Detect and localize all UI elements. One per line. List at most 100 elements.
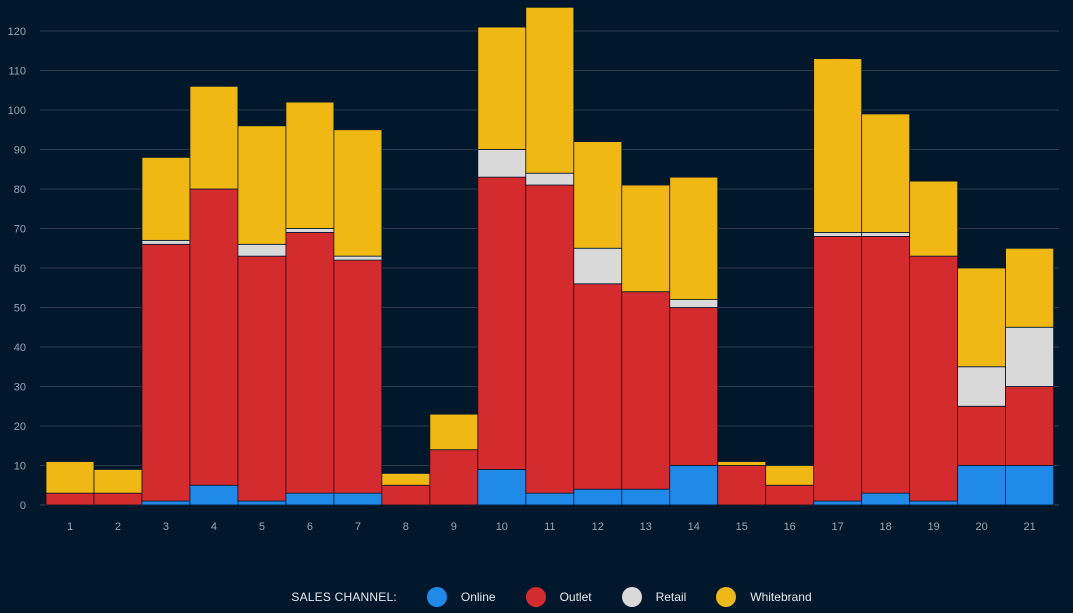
bar-segment-outlet-15[interactable] [717,465,767,506]
bar-segment-retail-10[interactable] [477,149,527,178]
bar-segment-online-14[interactable] [669,465,719,506]
legend: SALES CHANNEL: Online Outlet Retail Whit… [0,584,1073,610]
legend-swatch-outlet [525,587,546,607]
bar-segment-online-19[interactable] [909,500,959,506]
bar-segment-whitebrand-18[interactable] [861,113,911,233]
bar-segment-outlet-7[interactable] [333,259,383,494]
bar-segment-online-18[interactable] [861,492,911,506]
bar-segment-outlet-12[interactable] [573,283,623,490]
bar-segment-outlet-21[interactable] [1005,386,1054,466]
bar-segment-whitebrand-7[interactable] [333,129,383,257]
x-tick-label: 16 [784,521,796,533]
bar-segment-retail-3[interactable] [141,239,191,245]
bar-segment-online-7[interactable] [333,492,383,506]
bar-segment-retail-5[interactable] [237,243,287,257]
legend-item-retail[interactable]: Retail [621,587,686,607]
legend-item-online[interactable]: Online [426,587,496,607]
bar-segment-outlet-18[interactable] [861,235,911,494]
x-tick-label: 12 [592,521,604,533]
bar-segment-whitebrand-16[interactable] [765,465,815,486]
bar-segment-whitebrand-11[interactable] [525,6,575,174]
bar-segment-whitebrand-10[interactable] [477,26,527,150]
y-tick-label: 50 [14,303,26,315]
bar-segment-whitebrand-13[interactable] [621,184,671,293]
bar-segment-online-5[interactable] [237,500,287,506]
x-tick-label: 14 [688,521,700,533]
x-tick-label: 2 [115,521,121,533]
bar-segment-outlet-11[interactable] [525,184,575,494]
bar-segment-outlet-17[interactable] [813,235,863,502]
legend-swatch-online [426,587,447,607]
bar-segment-whitebrand-9[interactable] [429,413,479,451]
bar-segment-online-21[interactable] [1005,465,1054,506]
bar-segment-retail-6[interactable] [285,228,335,233]
bar-segment-online-4[interactable] [189,484,239,506]
x-tick-label: 11 [544,521,555,533]
bar-segment-outlet-1[interactable] [45,492,95,506]
bar-segment-retail-11[interactable] [525,172,575,186]
bar-segment-online-20[interactable] [957,465,1007,506]
bar-segment-retail-14[interactable] [669,299,719,308]
bar-segment-online-3[interactable] [141,500,191,506]
bar-segment-online-6[interactable] [285,492,335,506]
bar-segment-whitebrand-20[interactable] [957,267,1007,368]
bar-segment-whitebrand-19[interactable] [909,180,959,257]
bar-segment-retail-12[interactable] [573,247,623,285]
x-tick-label: 13 [640,521,652,533]
bar-segment-outlet-20[interactable] [957,405,1007,466]
x-tick-label: 17 [832,521,844,533]
y-tick-label: 10 [14,461,26,473]
y-tick-label: 110 [8,66,26,78]
bar-segment-retail-20[interactable] [957,366,1007,407]
bar-segment-whitebrand-14[interactable] [669,176,719,300]
legend-swatch-whitebrand [716,587,737,607]
bar-segment-retail-7[interactable] [333,255,383,261]
x-tick-label: 7 [355,521,361,533]
bar-segment-whitebrand-17[interactable] [813,58,863,233]
x-tick-label: 15 [736,521,748,533]
bar-segment-whitebrand-4[interactable] [189,85,239,190]
bar-segment-outlet-16[interactable] [765,484,815,506]
bar-segment-online-12[interactable] [573,488,623,506]
x-tick-label: 4 [211,521,217,533]
bar-segment-retail-18[interactable] [861,232,911,237]
y-tick-label: 100 [8,105,26,117]
x-tick-label: 9 [451,521,457,533]
bar-segment-retail-17[interactable] [813,232,863,237]
bar-segment-outlet-9[interactable] [429,449,479,506]
bar-segment-outlet-4[interactable] [189,188,239,486]
x-tick-label: 21 [1023,521,1035,533]
bar-segment-whitebrand-6[interactable] [285,101,335,229]
bar-segment-whitebrand-5[interactable] [237,125,287,245]
bar-segment-whitebrand-15[interactable] [717,461,767,466]
y-tick-label: 0 [20,500,26,512]
y-tick-label: 80 [14,184,26,196]
bar-segment-outlet-2[interactable] [93,492,143,506]
bar-segment-online-17[interactable] [813,500,863,506]
legend-item-outlet[interactable]: Outlet [525,587,592,607]
legend-label-outlet: Outlet [559,590,592,604]
bar-segment-outlet-3[interactable] [141,243,191,502]
bar-segment-outlet-8[interactable] [381,484,431,506]
bar-segment-retail-21[interactable] [1005,326,1054,387]
bar-segment-outlet-13[interactable] [621,291,671,490]
bar-segment-outlet-5[interactable] [237,255,287,502]
bar-segment-online-11[interactable] [525,492,575,506]
legend-item-whitebrand[interactable]: Whitebrand [716,587,812,607]
bar-segment-outlet-19[interactable] [909,255,959,502]
bar-segment-outlet-6[interactable] [285,232,335,494]
x-tick-label: 20 [975,521,987,533]
legend-swatch-retail [621,587,642,607]
bar-segment-outlet-14[interactable] [669,307,719,466]
bar-segment-whitebrand-2[interactable] [93,469,143,494]
bar-segment-whitebrand-12[interactable] [573,141,623,249]
bar-segment-outlet-10[interactable] [477,176,527,470]
x-tick-label: 8 [403,521,409,533]
bar-segment-whitebrand-8[interactable] [381,472,431,486]
bar-segment-online-13[interactable] [621,488,671,506]
bar-segment-whitebrand-21[interactable] [1005,247,1054,328]
y-tick-label: 120 [8,26,26,38]
bar-segment-online-10[interactable] [477,469,527,506]
bar-segment-whitebrand-1[interactable] [45,461,95,494]
bar-segment-whitebrand-3[interactable] [141,156,191,241]
